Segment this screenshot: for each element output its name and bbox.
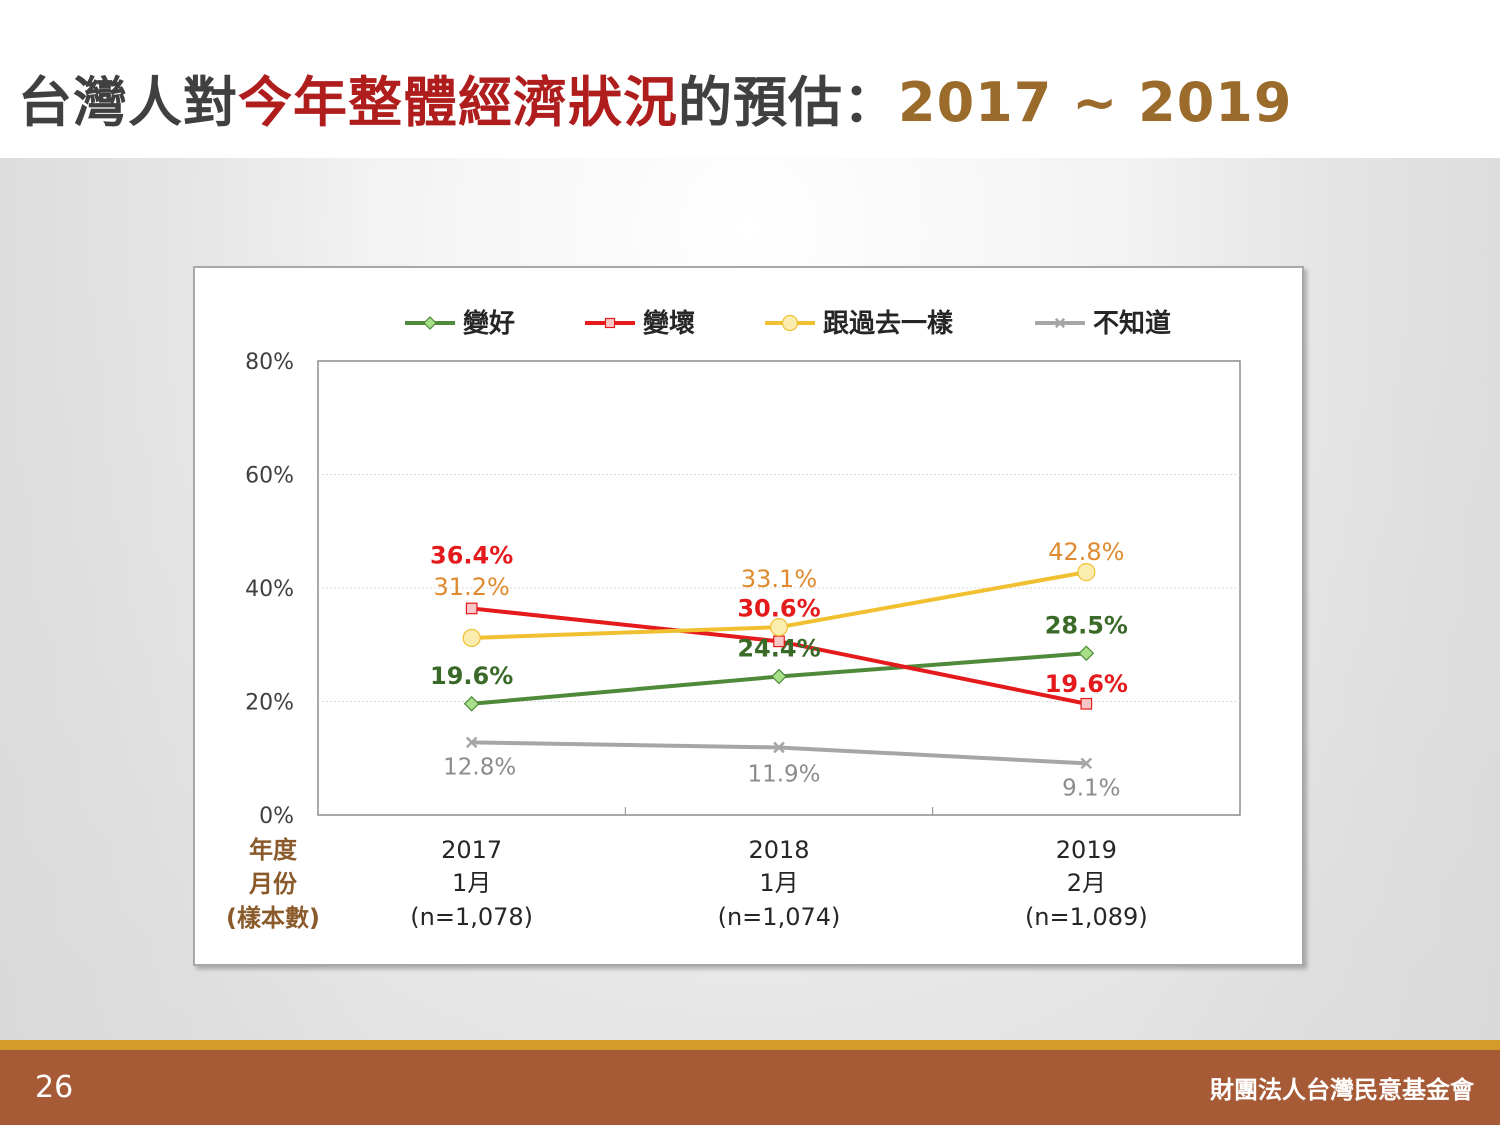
x-tick-sample: (n=1,074) (718, 903, 841, 931)
data-label: 33.1% (741, 565, 817, 593)
y-tick-label: 60% (245, 464, 294, 489)
data-point (781, 314, 799, 332)
data-label: 19.6% (1045, 670, 1128, 698)
data-point (465, 602, 478, 615)
data-label: 36.4% (430, 541, 513, 569)
page-number: 26 (35, 1070, 74, 1105)
x-tick-sample: (n=1,089) (1025, 903, 1148, 931)
data-point (604, 317, 616, 329)
data-point (771, 668, 787, 685)
row-label: 月份 (248, 870, 298, 898)
footer-bar (0, 1050, 1500, 1125)
title-bar: 台灣人對今年整體經濟狀況的預估：2017 ~ 2019 (0, 0, 1500, 158)
slide-title: 台灣人對今年整體經濟狀況的預估：2017 ~ 2019 (18, 58, 1292, 137)
y-tick-label: 80% (245, 350, 294, 375)
title-part-3: 的預估： (678, 71, 898, 134)
data-point (462, 628, 481, 648)
legend-label: 變壞 (643, 308, 695, 339)
data-label: 9.1% (1062, 775, 1120, 801)
data-point (1080, 697, 1093, 710)
legend-label: 變好 (463, 308, 515, 339)
row-label: (樣本數) (226, 904, 320, 932)
data-point (773, 741, 785, 754)
x-tick-label: 2019 (1056, 836, 1117, 864)
title-part-1: 台灣人對 (18, 71, 238, 134)
data-point (1077, 563, 1096, 582)
y-tick-label: 20% (245, 691, 294, 716)
data-point (465, 736, 478, 749)
data-point (463, 695, 480, 712)
data-point (1080, 757, 1093, 770)
x-tick-month: 2月 (1067, 869, 1106, 897)
data-label: 28.5% (1045, 611, 1128, 639)
x-tick-sample: (n=1,078) (410, 903, 533, 931)
y-tick-label: 40% (245, 577, 294, 602)
x-tick-label: 2018 (748, 836, 809, 864)
legend-label: 不知道 (1093, 308, 1171, 339)
data-label: 30.6% (737, 594, 820, 622)
data-point (773, 635, 785, 648)
data-label: 19.6% (430, 662, 513, 690)
title-highlight: 今年整體經濟狀況 (238, 71, 678, 134)
footer-accent-strip (0, 1040, 1500, 1050)
data-label: 42.8% (1048, 538, 1124, 566)
line-chart: 0% 20% 40% 60% 80% 2017 1月 (n=1,078) 2018 1月 (n=1,… (226, 308, 1241, 932)
data-point (1078, 645, 1095, 662)
y-tick-label: 0% (259, 804, 294, 829)
title-year-range: 2017 ~ 2019 (898, 71, 1293, 134)
chart-frame: 0% 20% 40% 60% 80% 2017 1月 (n=1,078) 2018 1月 (n=1,… (193, 266, 1304, 966)
legend-label: 跟過去一樣 (823, 308, 954, 339)
x-tick-month: 1月 (452, 869, 491, 897)
data-point (769, 618, 789, 637)
data-point (1054, 317, 1066, 329)
data-label: 11.9% (747, 761, 820, 787)
x-tick-label: 2017 (441, 836, 502, 864)
data-point (423, 316, 437, 330)
row-label: 年度 (249, 836, 298, 864)
data-label: 31.2% (434, 573, 510, 601)
series-line (471, 740, 1087, 766)
data-label: 12.8% (443, 754, 516, 780)
organization-name: 財團法人台灣民意基金會 (1210, 1076, 1474, 1104)
x-tick-month: 1月 (759, 869, 798, 897)
